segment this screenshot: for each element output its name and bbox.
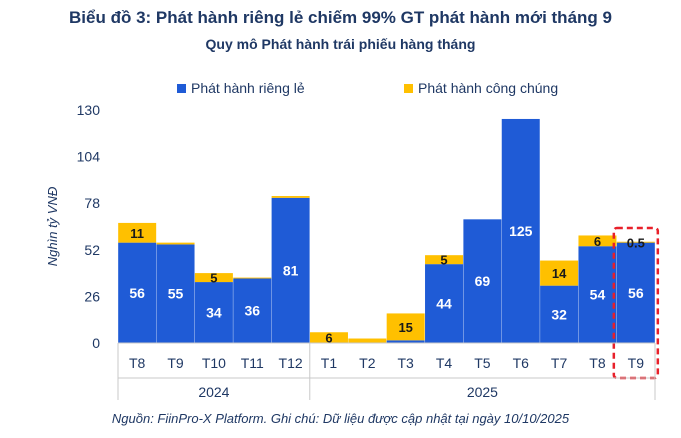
data-label-private: 125 xyxy=(509,223,533,239)
bar-public-T9 xyxy=(616,241,655,243)
chart-title: Biểu đồ 3: Phát hành riêng lẻ chiếm 99% … xyxy=(69,8,612,27)
x-tick-label: T6 xyxy=(513,355,530,371)
bar-private-T8 xyxy=(578,246,617,343)
x-tick-label: T9 xyxy=(167,355,184,371)
legend-swatch-1 xyxy=(404,84,413,93)
legend-label-1: Phát hành công chúng xyxy=(418,80,558,96)
bar-private-T9 xyxy=(156,244,195,343)
bar-private-T3 xyxy=(386,340,425,343)
bar-public-T3 xyxy=(386,313,425,341)
data-label-public: 15 xyxy=(398,320,412,335)
bar-public-T7 xyxy=(540,260,579,286)
x-tick-label: T8 xyxy=(129,355,146,371)
bar-public-T1 xyxy=(309,332,348,343)
data-label-private: 56 xyxy=(628,285,644,301)
bar-private-T5 xyxy=(463,219,502,343)
x-tick-label: T3 xyxy=(398,355,415,371)
x-tick-label: T8 xyxy=(589,355,606,371)
data-label-private: 69 xyxy=(475,273,491,289)
x-tick-label: T1 xyxy=(321,355,338,371)
legend: Phát hành riêng lẻ Phát hành công chúng xyxy=(177,80,558,96)
bar-private-T12 xyxy=(271,197,310,343)
data-label-private: 32 xyxy=(551,306,567,322)
bar-private-T11 xyxy=(233,278,272,343)
source-note: Nguồn: FiinPro-X Platform. Ghi chú: Dữ l… xyxy=(111,411,570,426)
x-tick-label: T12 xyxy=(279,355,303,371)
data-label-public: 6 xyxy=(594,234,601,249)
x-tick-label: T4 xyxy=(436,355,453,371)
data-label-public: 6 xyxy=(325,331,332,346)
y-tick-label: 78 xyxy=(84,195,100,211)
data-label-private: 56 xyxy=(129,285,145,301)
data-label-public: 14 xyxy=(552,266,567,281)
bar-public-T8 xyxy=(578,235,617,247)
data-label-private: 81 xyxy=(283,262,299,278)
legend-label-0: Phát hành riêng lẻ xyxy=(191,80,305,96)
bar-public-T10 xyxy=(194,273,233,283)
data-label-public: 5 xyxy=(210,271,217,286)
bar-private-T6 xyxy=(501,118,540,343)
y-tick-label: 26 xyxy=(84,288,100,304)
x-tick-label: T2 xyxy=(359,355,376,371)
y-axis: 0 26 52 78 104 130 Nghìn tỷ VNĐ xyxy=(45,102,100,351)
bars: 56 11 55 34 5 36 81 6 15 44 5 69 125 32 14 54 6 56 0.5 xyxy=(118,118,660,380)
legend-swatch-0 xyxy=(177,84,186,93)
x-axis: T8 T9 T10 T11 T12 T1 T2 T3 T4 T5 T6 T7 T8 T9 2024 2025 xyxy=(117,342,656,400)
y-tick-label: 104 xyxy=(77,149,101,165)
data-label-private: 36 xyxy=(244,303,260,319)
data-label-private: 44 xyxy=(436,296,452,312)
bar-public-T9 xyxy=(156,242,195,245)
bar-private-T4 xyxy=(425,264,464,343)
chart-subtitle: Quy mô Phát hành trái phiếu hàng tháng xyxy=(205,36,476,52)
bar-public-T8 xyxy=(118,222,157,243)
x-tick-label: T11 xyxy=(241,355,264,371)
group-label: 2024 xyxy=(198,384,229,400)
bar-chart: Phát hành riêng lẻ Phát hành công chúng 0… xyxy=(45,80,660,400)
data-label-private: 34 xyxy=(206,305,222,321)
data-label-public: 5 xyxy=(440,253,447,268)
bar-private-T9 xyxy=(616,242,655,343)
data-label-public: 11 xyxy=(130,226,144,241)
x-tick-label: T10 xyxy=(202,355,226,371)
y-axis-label: Nghìn tỷ VNĐ xyxy=(45,186,60,266)
y-tick-label: 130 xyxy=(77,102,101,118)
bar-private-T7 xyxy=(540,285,579,343)
y-tick-label: 0 xyxy=(92,335,100,351)
x-tick-label: T9 xyxy=(628,355,645,371)
group-label: 2025 xyxy=(467,384,498,400)
y-tick-label: 52 xyxy=(84,242,100,258)
x-tick-label: T5 xyxy=(474,355,491,371)
data-label-private: 55 xyxy=(168,286,184,302)
bar-public-T4 xyxy=(425,255,464,265)
bar-public-T11 xyxy=(233,277,272,279)
bar-public-T12 xyxy=(271,196,310,198)
bar-public-T2 xyxy=(348,338,387,343)
data-label-public: 0.5 xyxy=(627,236,645,251)
bar-private-T8 xyxy=(118,242,157,343)
bar-private-T10 xyxy=(194,282,233,343)
x-tick-label: T7 xyxy=(551,355,568,371)
data-label-private: 54 xyxy=(590,287,606,303)
